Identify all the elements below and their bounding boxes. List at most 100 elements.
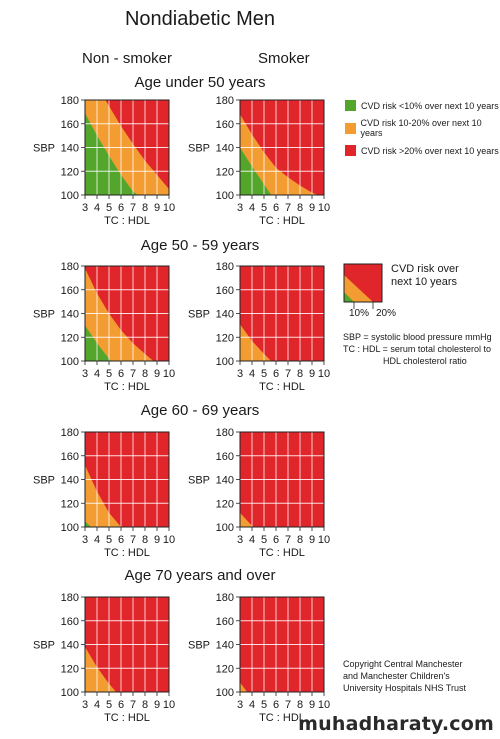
abbrev-tc: TC : HDL = serum total cholesterol to (343, 344, 491, 354)
panel-1-y-tick-label: 160 (61, 119, 79, 131)
watermark: muhadharaty.com (298, 713, 494, 735)
panel-5-y-tick-label: 100 (61, 522, 79, 534)
panel-3-x-tick-label: 7 (130, 368, 136, 380)
panel-6-x-tick-label: 8 (297, 534, 303, 546)
mini-legend-label: CVD risk over next 10 years (391, 263, 459, 288)
panel-8-y-tick-label: 100 (216, 687, 234, 699)
panel-5-x-tick-label: 5 (106, 534, 112, 546)
age-header-under-50: Age under 50 years (134, 74, 266, 91)
panel-5-y-axis-label: SBP (33, 475, 55, 487)
copyright-line-1: Copyright Central Manchester (343, 659, 463, 669)
panel-2-y-tick-label: 160 (216, 119, 234, 131)
panel-4-y-axis-label: SBP (188, 309, 210, 321)
panel-5-x-tick-label: 3 (82, 534, 88, 546)
legend-item-green: CVD risk <10% over next 10 years (345, 100, 500, 111)
panel-8-x-tick-label: 6 (273, 699, 279, 711)
panel-5-x-tick-label: 10 (163, 534, 175, 546)
panel-3-y-tick-label: 180 (61, 261, 79, 273)
panel-7-y-tick-label: 180 (61, 592, 79, 604)
panel-1-x-tick-label: 3 (82, 202, 88, 214)
panel-4-y-tick-label: 160 (216, 285, 234, 297)
legend-label-red: CVD risk >20% over next 10 years (361, 145, 499, 156)
copyright-line-3: University Hospitals NHS Trust (343, 683, 467, 693)
panel-4-y-tick-label: 120 (216, 332, 234, 344)
panel-1-y-tick-label: 180 (61, 95, 79, 107)
panel-7-y-tick-label: 100 (61, 687, 79, 699)
panel-3-y-tick-label: 140 (61, 309, 79, 321)
panel-1-y-tick-label: 120 (61, 166, 79, 178)
panel-3-x-tick-label: 4 (94, 368, 100, 380)
panel-2-x-tick-label: 6 (273, 202, 279, 214)
panel-5-orange-zone (85, 465, 121, 527)
panel-3-y-tick-label: 120 (61, 332, 79, 344)
panel-4-orange-zone (240, 324, 272, 361)
panel-1-green-zone (85, 113, 138, 195)
panel-7-y-tick-label: 120 (61, 663, 79, 675)
panel-8-x-tick-label: 7 (285, 699, 291, 711)
abbrev-sbp: SBP = systolic blood pressure mmHg (343, 332, 492, 342)
age-header-70-plus: Age 70 years and over (124, 567, 276, 584)
panel-6-x-tick-label: 6 (273, 534, 279, 546)
column-header-smoker: Smoker (258, 50, 310, 67)
panel-8-y-tick-label: 140 (216, 640, 234, 652)
panel-2-x-tick-label: 9 (309, 202, 315, 214)
panel-4-y-tick-label: 140 (216, 309, 234, 321)
panel-2-y-tick-label: 100 (216, 190, 234, 202)
panel-7-x-tick-label: 8 (142, 699, 148, 711)
panel-5-y-tick-label: 120 (61, 498, 79, 510)
panel-8-x-tick-label: 8 (297, 699, 303, 711)
panel-3-x-tick-label: 9 (154, 368, 160, 380)
panel-6-x-tick-label: 9 (309, 534, 315, 546)
legend-label-green: CVD risk <10% over next 10 years (361, 100, 499, 111)
panel-8-x-tick-label: 3 (237, 699, 243, 711)
panel-7-x-axis-label: TC : HDL (104, 712, 150, 724)
panel-5-x-tick-label: 4 (94, 534, 100, 546)
panel-4-x-tick-label: 7 (285, 368, 291, 380)
legend: CVD risk <10% over next 10 years CVD ris… (345, 100, 500, 156)
panel-7-x-tick-label: 10 (163, 699, 175, 711)
panel-2-y-tick-label: 120 (216, 166, 234, 178)
legend-swatch-green (345, 100, 356, 111)
panel-2-orange-zone (240, 114, 318, 195)
column-header-non-smoker: Non - smoker (82, 50, 173, 67)
panel-6-x-tick-label: 7 (285, 534, 291, 546)
age-header-60-69: Age 60 - 69 years (140, 402, 260, 419)
panel-5-x-tick-label: 8 (142, 534, 148, 546)
panel-6-y-tick-label: 180 (216, 427, 234, 439)
panel-6-y-axis-label: SBP (188, 475, 210, 487)
legend-label-orange: CVD risk 10-20% over next 10 years (360, 118, 482, 138)
panel-6-y-tick-label: 100 (216, 522, 234, 534)
panel-1-y-axis-label: SBP (33, 143, 55, 155)
panel-7-x-tick-label: 3 (82, 699, 88, 711)
panel-4-x-tick-label: 4 (249, 368, 255, 380)
panel-1-x-tick-label: 10 (163, 202, 175, 214)
panel-3-x-tick-label: 3 (82, 368, 88, 380)
legend-swatch-orange (345, 122, 356, 134)
panel-4-x-tick-label: 5 (261, 368, 267, 380)
legend-item-red: CVD risk >20% over next 10 years (345, 145, 500, 156)
panel-5-y-tick-label: 160 (61, 451, 79, 463)
panel-8-y-tick-label: 120 (216, 663, 234, 675)
panel-3-x-tick-label: 5 (106, 368, 112, 380)
panel-5-y-tick-label: 140 (61, 475, 79, 487)
mini-legend-tick-20: 20% (376, 308, 397, 319)
panel-1-y-tick-label: 100 (61, 190, 79, 202)
panel-7-x-tick-label: 7 (130, 699, 136, 711)
mini-legend-tick-10: 10% (349, 308, 370, 319)
panel-1-x-tick-label: 6 (118, 202, 124, 214)
panel-5-x-tick-label: 9 (154, 534, 160, 546)
panel-3-y-tick-label: 100 (61, 356, 79, 368)
panel-7-x-tick-label: 5 (106, 699, 112, 711)
panel-2-x-tick-label: 7 (285, 202, 291, 214)
panel-8-x-tick-label: 10 (318, 699, 330, 711)
panel-2-y-tick-label: 140 (216, 143, 234, 155)
legend-item-orange: CVD risk 10-20% over next 10 years (345, 118, 500, 138)
panel-6-y-tick-label: 140 (216, 475, 234, 487)
panel-4-y-tick-label: 180 (216, 261, 234, 273)
panel-3-orange-zone (85, 268, 154, 361)
age-header-50-59: Age 50 - 59 years (140, 237, 260, 254)
panel-2-x-tick-label: 8 (297, 202, 303, 214)
panel-1-x-tick-label: 5 (106, 202, 112, 214)
panel-2-green-zone (240, 147, 272, 195)
